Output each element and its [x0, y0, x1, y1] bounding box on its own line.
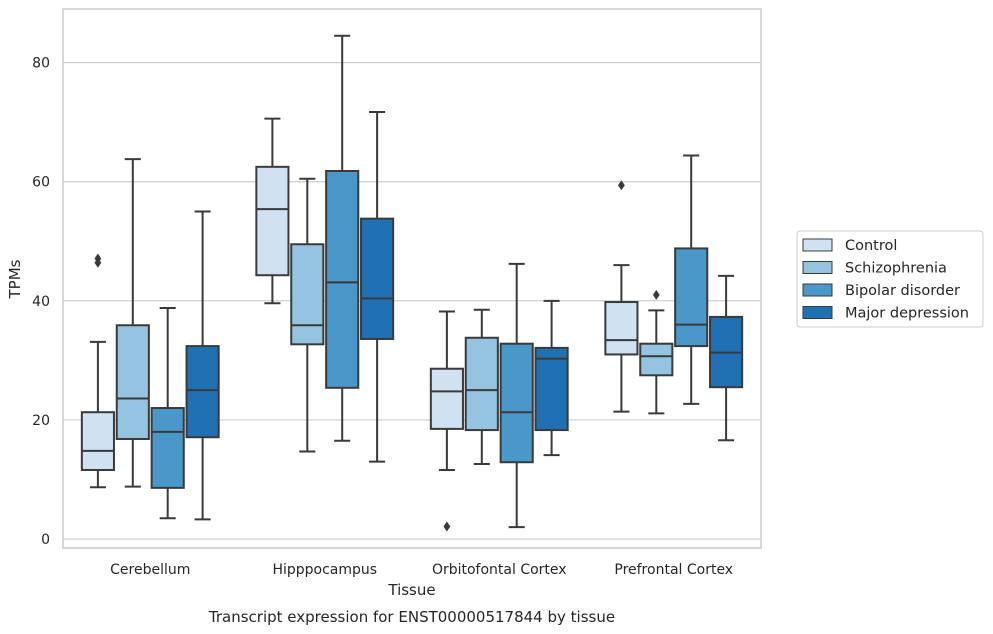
box-body: [499, 342, 534, 464]
x-axis-label: Tissue: [387, 581, 435, 599]
chart-caption: Transcript expression for ENST0000051784…: [208, 608, 615, 626]
box-control: [429, 310, 464, 532]
box-layer: [80, 34, 744, 532]
box-schizophrenia: [115, 158, 150, 488]
box-major-depression: [534, 299, 569, 457]
box-major-depression: [709, 274, 744, 442]
legend-swatch: [802, 238, 833, 252]
box-body: [464, 336, 499, 432]
legend: Control Schizophrenia Bipolar disorder Majo…: [796, 230, 984, 328]
box-body: [150, 407, 185, 489]
legend-label: Bipolar disorder: [845, 283, 960, 299]
box-bipolar-disorder: [499, 262, 534, 529]
y-tick-label: 60: [32, 175, 50, 191]
box-bipolar-disorder: [674, 154, 709, 405]
box-body: [674, 247, 709, 348]
box-schizophrenia: [290, 177, 325, 453]
box-body: [115, 324, 150, 441]
legend-items: Control Schizophrenia Bipolar disorder Majo…: [802, 238, 969, 322]
outlier-point: [94, 253, 102, 264]
legend-swatch: [802, 306, 833, 319]
box-major-depression: [185, 210, 220, 521]
box-body: [639, 342, 674, 377]
box-body: [80, 411, 115, 471]
box-bipolar-disorder: [325, 34, 360, 442]
legend-frame: [796, 230, 984, 328]
x-axis-ticks: Cerebellum Hipppocampus Orbitofontal Corte…: [110, 562, 733, 578]
box-body: [290, 243, 325, 346]
x-tick-label: Cerebellum: [110, 562, 190, 578]
box-body: [360, 217, 395, 340]
box-body: [255, 165, 290, 277]
box-schizophrenia: [464, 308, 499, 466]
box-body: [604, 301, 639, 356]
plot-area-frame: [62, 8, 762, 549]
box-control: [604, 180, 639, 413]
x-tick-label: Orbitofontal Cortex: [432, 562, 567, 578]
outlier-point: [618, 180, 625, 191]
box-body: [534, 346, 569, 432]
legend-swatch: [802, 261, 833, 274]
box-schizophrenia: [639, 289, 674, 415]
y-axis-ticks: 0 20 40 60 80: [32, 56, 50, 548]
y-tick-label: 0: [41, 532, 50, 548]
y-axis-label: TPMs: [6, 259, 24, 299]
y-tick-label: 40: [32, 294, 50, 310]
y-tick-label: 20: [32, 413, 50, 429]
y-tick-label: 80: [32, 56, 50, 72]
legend-label: Schizophrenia: [845, 261, 947, 277]
legend-label: Major depression: [845, 306, 969, 322]
legend-swatch: [802, 283, 833, 297]
box-bipolar-disorder: [150, 306, 185, 520]
legend-label: Control: [845, 238, 897, 254]
x-tick-label: Hipppocampus: [272, 562, 377, 578]
box-body: [325, 169, 360, 389]
box-control: [80, 253, 115, 489]
box-body: [185, 345, 220, 439]
box-body: [429, 367, 464, 430]
box-major-depression: [360, 111, 395, 463]
outlier-point: [443, 521, 451, 532]
box-control: [255, 117, 290, 305]
x-tick-label: Prefrontal Cortex: [614, 562, 733, 578]
outlier-point: [652, 289, 660, 300]
